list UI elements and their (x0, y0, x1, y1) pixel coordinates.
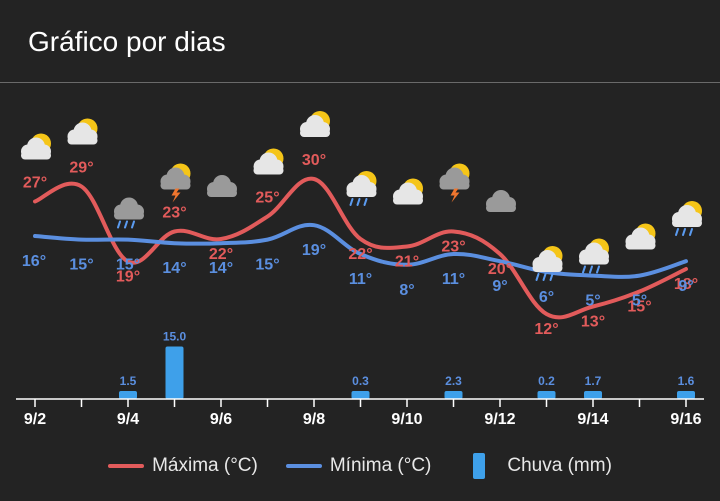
partly-cloudy-icon (67, 118, 98, 145)
partly-cloudy-icon (300, 111, 330, 137)
partly-cloudy-icon (253, 148, 284, 175)
rain-value-label: 0.2 (538, 374, 555, 388)
rain-cloud-icon (114, 197, 144, 229)
min-temp-label: 15° (69, 257, 93, 274)
max-temp-label: 22° (348, 246, 372, 263)
rain-sun-icon (532, 246, 563, 281)
min-temp-label: 19° (302, 242, 326, 259)
rain-bar (677, 391, 695, 399)
rain-bar (537, 391, 556, 399)
chart-legend: Máxima (°C) Mínima (°C) Chuva (mm) (0, 448, 720, 484)
rain-bar (165, 346, 184, 399)
max-temp-label: 25° (255, 190, 279, 207)
x-tick-label: 9/4 (117, 411, 139, 428)
min-temp-label: 15° (255, 257, 279, 274)
min-temp-label: 5° (632, 293, 647, 310)
thunderstorm-sun-icon (439, 163, 470, 203)
x-tick-label: 9/10 (391, 411, 422, 428)
rain-value-label: 0.3 (352, 374, 369, 388)
max-temp-label: 23° (441, 239, 465, 256)
max-temp-label: 18° (674, 276, 698, 293)
max-temp-label: 15° (627, 299, 651, 316)
legend-max-label: Máxima (°C) (152, 455, 258, 476)
x-tick-label: 9/6 (210, 411, 232, 428)
cloudy-icon (207, 175, 237, 197)
max-temp-label: 19° (116, 269, 140, 286)
rain-bar (584, 391, 602, 399)
max-temp-label: 20° (488, 261, 512, 278)
max-temp-label: 21° (395, 254, 419, 271)
legend-rain-label: Chuva (mm) (507, 455, 612, 476)
rain-value-label: 1.5 (120, 374, 137, 388)
legend-item-min: Mínima (°C) (285, 455, 432, 477)
max-temperature-line (33, 176, 688, 320)
x-tick-label: 9/14 (577, 411, 608, 428)
max-temp-label: 13° (581, 314, 605, 331)
rain-value-label: 1.6 (678, 374, 695, 388)
rain-sun-icon (672, 201, 702, 236)
thunderstorm-sun-icon (160, 163, 191, 203)
partly-cloudy-icon (393, 178, 423, 205)
max-temp-label: 23° (162, 205, 186, 222)
max-temp-label: 30° (302, 152, 326, 169)
rain-value-label: 2.3 (445, 374, 462, 388)
min-temp-label: 5° (585, 293, 600, 310)
min-temp-label: 11° (442, 271, 465, 288)
min-temp-label: 6° (539, 289, 554, 306)
header-bar: Gráfico por dias (0, 0, 720, 82)
rain-value-label: 1.7 (585, 374, 602, 388)
rain-value-label: 15.0 (163, 330, 187, 344)
legend-item-max: Máxima (°C) (108, 455, 258, 477)
rain-bar (444, 390, 463, 399)
max-temp-label: 22° (209, 246, 233, 263)
page-title: Gráfico por dias (28, 26, 226, 57)
legend-rain-swatch (473, 453, 486, 479)
min-temp-label: 16° (22, 253, 46, 270)
max-temp-label: 29° (69, 160, 93, 177)
rain-sun-icon (579, 238, 609, 274)
rain-bar (351, 391, 370, 399)
x-tick-label: 9/2 (24, 411, 46, 428)
partly-cloudy-icon (21, 133, 51, 160)
legend-min-label: Mínima (°C) (329, 455, 432, 476)
partly-cloudy-icon (625, 223, 656, 250)
min-temperature-line (33, 222, 688, 279)
max-temp-label: 27° (23, 175, 47, 192)
x-tick-label: 9/16 (670, 411, 701, 428)
max-temp-label: 12° (534, 321, 558, 338)
legend-item-rain: Chuva (mm) (473, 453, 612, 479)
legend-min-swatch (285, 464, 322, 468)
min-temp-label: 9° (678, 278, 693, 295)
min-temp-label: 11° (349, 271, 372, 288)
x-tick-label: 9/12 (484, 411, 515, 428)
min-temp-label: 14° (162, 260, 186, 277)
rain-bar (119, 391, 137, 399)
x-tick-label: 9/8 (303, 411, 325, 428)
cloudy-icon (486, 190, 516, 212)
min-temp-label: 8° (399, 282, 414, 299)
legend-max-swatch (108, 464, 145, 468)
min-temp-label: 15° (116, 257, 140, 274)
header-divider (0, 82, 720, 83)
rain-sun-icon (346, 171, 377, 206)
min-temp-label: 14° (209, 260, 233, 277)
min-temp-label: 9° (492, 278, 507, 295)
